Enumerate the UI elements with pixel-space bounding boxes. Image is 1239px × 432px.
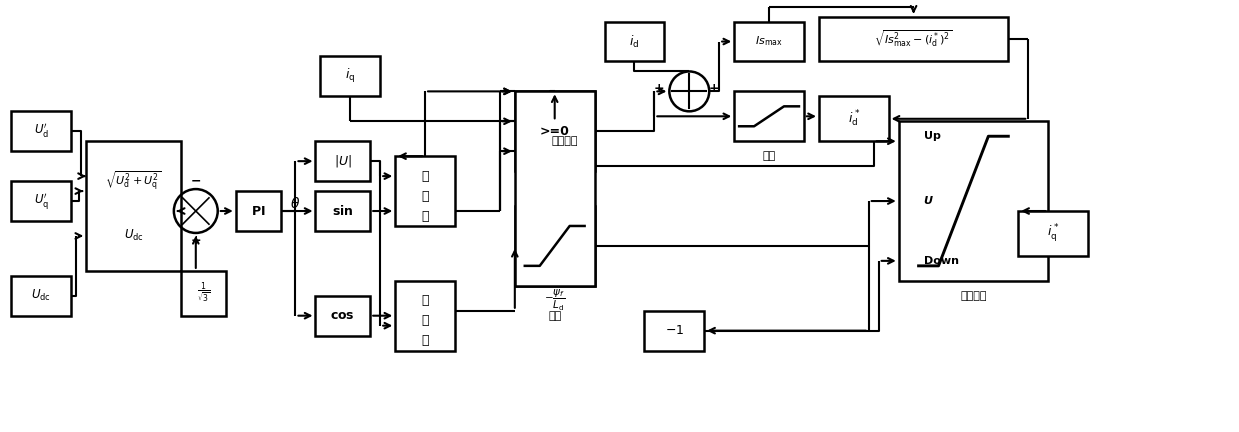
Text: $i_{\rm d}^*$: $i_{\rm d}^*$ [847,109,860,129]
Text: >=0: >=0 [540,125,570,138]
Text: $U_{\rm q}^{\prime}$: $U_{\rm q}^{\prime}$ [33,191,48,211]
Text: $\mathbf{cos}$: $\mathbf{cos}$ [331,309,356,322]
Text: $\frac{1}{\sqrt{3}}$: $\frac{1}{\sqrt{3}}$ [197,281,209,306]
Text: $U_{\rm dc}$: $U_{\rm dc}$ [124,229,144,244]
Text: +: + [191,235,201,248]
Text: $\sqrt{U_{\rm d}^2+U_{\rm q}^2}$: $\sqrt{U_{\rm d}^2+U_{\rm q}^2}$ [105,169,161,193]
Text: 选择开关: 选择开关 [551,136,577,146]
Bar [181,271,225,316]
Text: $|U|$: $|U|$ [333,153,352,169]
Text: 器: 器 [421,210,429,222]
Text: −: − [191,175,201,187]
Text: 限幅: 限幅 [548,311,561,321]
Text: 法: 法 [421,190,429,203]
Text: +: + [709,82,720,95]
Bar [316,296,370,336]
Text: $U_{\rm dc}$: $U_{\rm dc}$ [31,288,51,303]
Text: $-1$: $-1$ [664,324,684,337]
Bar [1018,211,1088,256]
Bar [395,281,455,351]
Text: 动态限幅: 动态限幅 [960,291,986,301]
Text: $Is_{\rm max}$: $Is_{\rm max}$ [755,35,783,48]
Bar [235,191,280,231]
Bar [515,206,595,286]
Bar [11,181,71,221]
Bar [515,92,595,286]
Text: 器: 器 [421,334,429,347]
Bar [605,22,664,61]
Text: +: + [654,82,664,95]
Text: $-\dfrac{\psi_f}{L_{\rm d}}$: $-\dfrac{\psi_f}{L_{\rm d}}$ [544,288,565,313]
Text: $U_{\rm d}^{\prime}$: $U_{\rm d}^{\prime}$ [33,122,48,140]
Text: 乘: 乘 [421,294,429,307]
Bar [644,311,704,351]
Text: Up: Up [923,131,940,141]
Text: Down: Down [923,256,959,266]
Text: U: U [923,196,933,206]
Text: $i_{\rm d}$: $i_{\rm d}$ [629,34,639,50]
Text: $i_{\rm q}$: $i_{\rm q}$ [346,67,356,86]
Text: $\theta$: $\theta$ [290,196,301,210]
Text: $\mathbf{PI}$: $\mathbf{PI}$ [250,204,265,218]
Bar [819,16,1009,61]
Bar [898,121,1048,281]
Text: $i_{\rm q}^*$: $i_{\rm q}^*$ [1047,222,1059,245]
Bar [515,92,595,171]
Bar [87,141,181,271]
Bar [316,191,370,231]
Bar [316,141,370,181]
Bar [735,92,804,141]
Text: 乘: 乘 [421,170,429,183]
Text: 法: 法 [421,314,429,327]
Text: 限幅: 限幅 [762,151,776,161]
Bar [819,96,888,141]
Bar [321,57,380,96]
Bar [395,156,455,226]
Bar [11,276,71,316]
Bar [735,22,804,61]
Text: $\sqrt{Is_{\rm max}^2-(i_{\rm d}^*)^2}$: $\sqrt{Is_{\rm max}^2-(i_{\rm d}^*)^2}$ [875,29,953,49]
Bar [11,111,71,151]
Text: $\mathbf{sin}$: $\mathbf{sin}$ [332,204,353,218]
